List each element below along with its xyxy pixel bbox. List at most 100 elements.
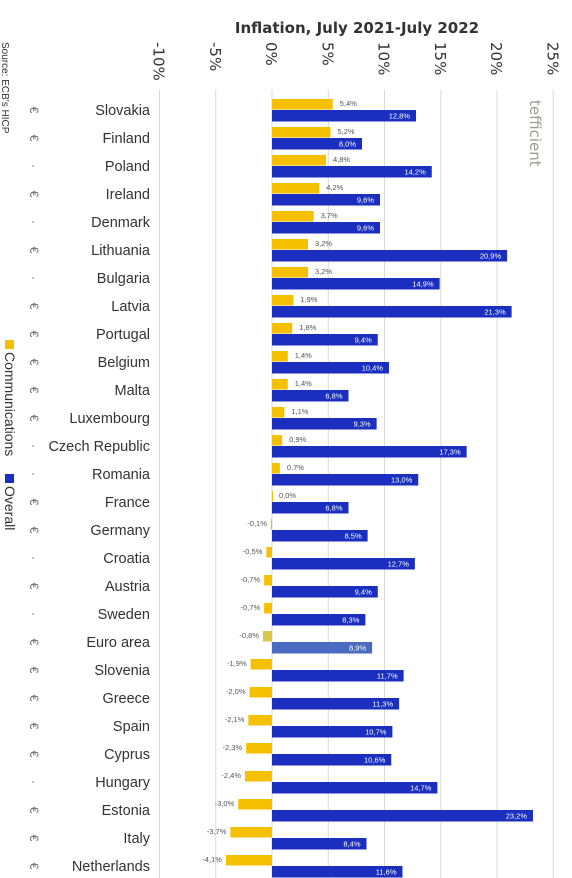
bar-communications xyxy=(266,547,272,558)
value-label-communications: 3,2% xyxy=(315,239,332,248)
bar-communications xyxy=(249,687,272,698)
bar-communications xyxy=(230,827,272,838)
category-label: Belgium xyxy=(98,355,150,371)
bar-overall xyxy=(272,446,467,458)
category-label: Slovenia xyxy=(94,663,151,679)
value-label-overall: 11,7% xyxy=(377,672,398,681)
currency-marker: € xyxy=(27,191,41,198)
bar-overall xyxy=(272,558,415,570)
value-label-overall: 9,3% xyxy=(354,420,371,429)
x-axis-ticks: -10% -5% 0% 5% 10% 15% 20% 25% xyxy=(150,42,562,81)
bar-communications xyxy=(272,379,288,390)
x-tick-label: -10% xyxy=(150,42,168,81)
category-label: Denmark xyxy=(91,215,151,231)
x-tick-label: -5% xyxy=(206,42,224,71)
bar-communications xyxy=(272,127,331,138)
bar-communications xyxy=(245,771,272,782)
currency-marker: € xyxy=(27,303,41,310)
currency-marker: € xyxy=(27,387,41,394)
bar-overall xyxy=(272,866,403,878)
value-label-communications: -2,0% xyxy=(226,687,246,696)
category-label: Netherlands xyxy=(72,859,150,875)
legend-label-overall: Overall xyxy=(2,486,18,530)
bar-communications xyxy=(272,351,288,362)
x-tick-label: 10% xyxy=(375,42,393,75)
value-label-overall: 23,2% xyxy=(506,812,528,821)
bar-communications xyxy=(272,407,285,418)
bar-overall xyxy=(272,642,373,654)
source-note: Source: ECB's HICP xyxy=(0,42,10,134)
bar-overall xyxy=(272,698,400,710)
currency-marker: € xyxy=(27,331,41,338)
bar-overall xyxy=(272,418,377,430)
bar-communications xyxy=(272,183,320,194)
category-label: Lithuania xyxy=(91,243,151,259)
category-label: Germany xyxy=(90,523,150,539)
value-label-communications: 1,9% xyxy=(300,295,317,304)
bar-overall xyxy=(272,474,419,486)
currency-marker: € xyxy=(27,107,41,114)
bar-overall xyxy=(272,306,512,318)
value-label-communications: 1,4% xyxy=(295,351,312,360)
value-label-overall: 8,0% xyxy=(339,140,356,149)
category-label: Portugal xyxy=(96,327,150,343)
category-label: Austria xyxy=(105,579,151,595)
bar-overall xyxy=(272,810,533,822)
currency-marker: · xyxy=(27,220,41,224)
value-label-communications: 1,1% xyxy=(291,407,308,416)
value-label-overall: 14,2% xyxy=(404,168,426,177)
bar-overall xyxy=(272,222,380,234)
value-label-overall: 20,9% xyxy=(480,252,502,261)
bar-communications xyxy=(270,519,272,530)
category-label: France xyxy=(105,495,150,511)
x-tick-label: 5% xyxy=(318,42,336,66)
currency-marker: · xyxy=(27,612,41,616)
category-label: Croatia xyxy=(103,551,151,567)
value-label-communications: 3,7% xyxy=(321,211,338,220)
bar-overall xyxy=(272,838,367,850)
category-label: Greece xyxy=(102,691,150,707)
value-label-overall: 13,0% xyxy=(391,476,413,485)
currency-marker: € xyxy=(27,863,41,870)
value-label-overall: 11,3% xyxy=(372,700,393,709)
bar-overall xyxy=(272,334,378,346)
legend: Communications Overall xyxy=(2,340,18,530)
value-label-overall: 10,4% xyxy=(362,364,384,373)
bar-communications xyxy=(272,99,333,110)
value-label-communications: -0,8% xyxy=(239,631,259,640)
value-label-communications: 5,2% xyxy=(338,127,355,136)
bar-overall xyxy=(272,110,416,122)
value-label-communications: 1,4% xyxy=(295,379,312,388)
currency-marker: € xyxy=(27,723,41,730)
bar-communications xyxy=(272,239,308,250)
currency-marker: · xyxy=(27,780,41,784)
chart-title: Inflation, July 2021-July 2022 xyxy=(235,19,479,37)
value-label-communications: -2,4% xyxy=(221,771,241,780)
bar-communications xyxy=(263,631,272,642)
value-label-overall: 12,8% xyxy=(389,112,411,121)
category-label: Sweden xyxy=(98,607,150,623)
value-label-communications: -4,1% xyxy=(202,855,222,864)
value-label-overall: 21,3% xyxy=(484,308,506,317)
value-label-overall: 11,6% xyxy=(376,868,397,877)
bar-overall xyxy=(272,614,366,626)
value-label-overall: 9,4% xyxy=(355,588,372,597)
bar-overall xyxy=(272,530,368,542)
bar-communications xyxy=(225,855,272,866)
bar-communications xyxy=(246,743,272,754)
value-label-communications: 3,2% xyxy=(315,267,332,276)
bar-overall xyxy=(272,670,404,682)
category-label: Ireland xyxy=(106,187,150,203)
bar-communications xyxy=(272,463,280,474)
x-tick-label: 20% xyxy=(487,42,505,75)
bar-overall xyxy=(272,390,349,402)
bar-communications xyxy=(248,715,272,726)
value-label-overall: 14,9% xyxy=(412,280,434,289)
currency-marker: · xyxy=(27,164,41,168)
bars: 5,4% 12,8% 5,2% 8,0% 4,8% 14,2% 4,2% 9,6% 3,7% 9,… xyxy=(202,99,533,878)
category-label: Poland xyxy=(105,159,150,175)
value-label-communications: 1,8% xyxy=(299,323,316,332)
value-label-overall: 9,6% xyxy=(357,224,374,233)
value-label-overall: 8,3% xyxy=(342,616,359,625)
value-label-overall: 17,3% xyxy=(439,448,461,457)
